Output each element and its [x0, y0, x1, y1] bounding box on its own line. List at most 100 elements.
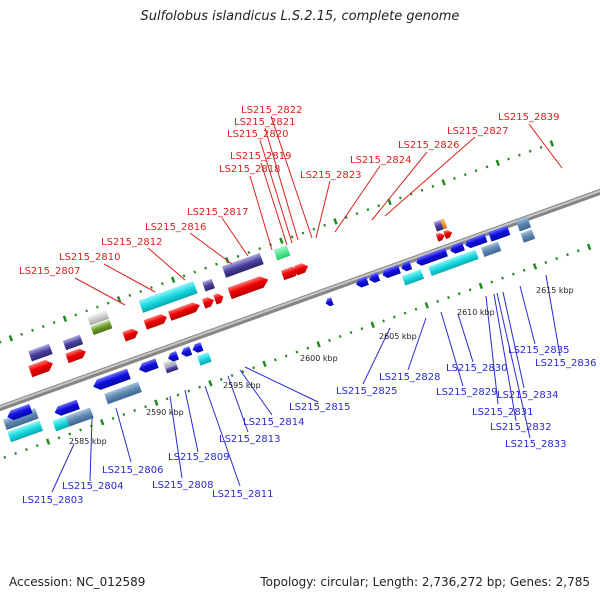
scale-tick [316, 341, 321, 348]
scale-tick [85, 309, 88, 313]
gene-label[interactable]: LS215_2825 [336, 386, 397, 397]
scale-tick [370, 321, 375, 329]
gene-label[interactable]: LS215_2826 [398, 140, 459, 151]
gene-label[interactable]: LS215_2824 [350, 155, 411, 166]
gene-label[interactable]: LS215_2820 [227, 129, 288, 140]
leader-line [519, 285, 536, 345]
gene-label[interactable]: LS215_2804 [62, 481, 123, 492]
gene-label[interactable]: LS215_2818 [219, 164, 280, 175]
scale-tick [128, 293, 132, 297]
scale-tick [176, 393, 180, 397]
gene-feature [138, 281, 198, 313]
scale-tick [35, 444, 39, 448]
gene-feature [450, 241, 465, 254]
scale-tick [528, 149, 532, 153]
gene-feature [65, 407, 94, 427]
scale-tick [57, 436, 61, 440]
gene-label[interactable]: LS215_2815 [289, 402, 350, 413]
scale-tick [116, 295, 122, 303]
scale-tick [507, 157, 510, 161]
scale-tick [160, 282, 164, 286]
scale-tick [165, 397, 169, 401]
gene-label[interactable]: LS215_2836 [535, 358, 596, 369]
gene-label[interactable]: LS215_2835 [508, 345, 569, 356]
scale-tick [424, 302, 429, 309]
gene-label[interactable]: LS215_2822 [241, 105, 302, 116]
leader-line [239, 369, 273, 416]
leader-line [227, 375, 249, 433]
scale-tick [474, 169, 478, 173]
scale-label: 2600 kbp [300, 354, 338, 363]
scale-tick [252, 366, 256, 370]
gene-label[interactable]: LS215_2819 [230, 151, 291, 162]
gene-feature [62, 334, 84, 351]
genome-backbone [0, 154, 600, 446]
scale-labels: 2585 kbp 2590 kbp 2595 kbp 2600 kbp 2605… [69, 286, 574, 446]
gene-label[interactable]: LS215_2827 [447, 126, 508, 137]
gene-feature [65, 348, 86, 364]
gene-label[interactable]: LS215_2834 [497, 390, 558, 401]
gene-label[interactable]: LS215_2823 [300, 170, 361, 181]
scale-tick [14, 451, 18, 455]
scale-label: 2595 kbp [223, 381, 261, 390]
gene-label[interactable]: LS215_2833 [505, 439, 566, 450]
gene-label[interactable]: LS215_2814 [243, 417, 304, 428]
gene-label[interactable]: LS215_2806 [102, 465, 163, 476]
gene-feature [401, 260, 413, 272]
gene-feature [227, 276, 269, 300]
gene-label[interactable]: LS215_2811 [212, 489, 273, 500]
gene-feature [122, 328, 139, 342]
scale-tick [219, 377, 223, 381]
gene-feature [401, 269, 425, 286]
scale-tick [52, 321, 56, 325]
scale-tick [41, 324, 45, 329]
gene-label[interactable]: LS215_2828 [379, 372, 440, 383]
gene-label[interactable]: LS215_2817 [187, 207, 248, 218]
scale-tick [273, 358, 277, 362]
leader-line [493, 293, 517, 422]
scale-tick [403, 311, 407, 315]
scale-tick [247, 250, 251, 255]
gene-label[interactable]: LS215_2821 [234, 117, 295, 128]
gene-label[interactable]: LS215_2816 [145, 222, 206, 233]
gene-feature [435, 232, 445, 242]
gene-label[interactable]: LS215_2813 [219, 434, 280, 445]
scale-label: 2585 kbp [69, 437, 107, 446]
gene-label[interactable]: LS215_2830 [446, 363, 507, 374]
scale-tick [576, 249, 580, 253]
leader-line [184, 389, 199, 453]
gene-label[interactable]: LS215_2832 [490, 422, 551, 433]
gene-label[interactable]: LS215_2812 [101, 237, 162, 248]
gene-label[interactable]: LS215_2831 [472, 407, 533, 418]
gene-feature [428, 249, 479, 276]
gene-feature [280, 266, 299, 281]
gene-feature [192, 342, 204, 353]
gene-feature [201, 297, 214, 309]
gene-label[interactable]: LS215_2808 [152, 480, 213, 491]
gene-feature [90, 319, 113, 335]
gene-label[interactable]: LS215_2803 [22, 495, 83, 506]
leader-line [502, 291, 525, 389]
leader-line [169, 395, 183, 479]
gene-feature [443, 230, 453, 239]
gene-label[interactable]: LS215_2839 [498, 112, 559, 123]
scale-tick [31, 328, 34, 332]
scale-tick [62, 315, 68, 323]
scale-tick [204, 266, 207, 270]
gene-label[interactable]: LS215_2829 [436, 387, 497, 398]
leader-line [260, 162, 288, 246]
gene-label[interactable]: LS215_2809 [168, 452, 229, 463]
scale-label: 2590 kbp [146, 408, 184, 417]
scale-tick [208, 379, 213, 387]
scale-tick [377, 204, 381, 208]
scale-tick [96, 305, 99, 309]
gene-label[interactable]: LS215_2810 [59, 252, 120, 263]
gene-label[interactable]: LS215_2807 [19, 266, 80, 277]
scale-tick [3, 455, 7, 459]
gene-feature [104, 381, 142, 405]
scale-tick [414, 307, 418, 311]
gene-feature [52, 416, 70, 432]
scale-tick [8, 334, 14, 342]
gene-feature [488, 225, 511, 242]
scale-tick [457, 292, 461, 296]
